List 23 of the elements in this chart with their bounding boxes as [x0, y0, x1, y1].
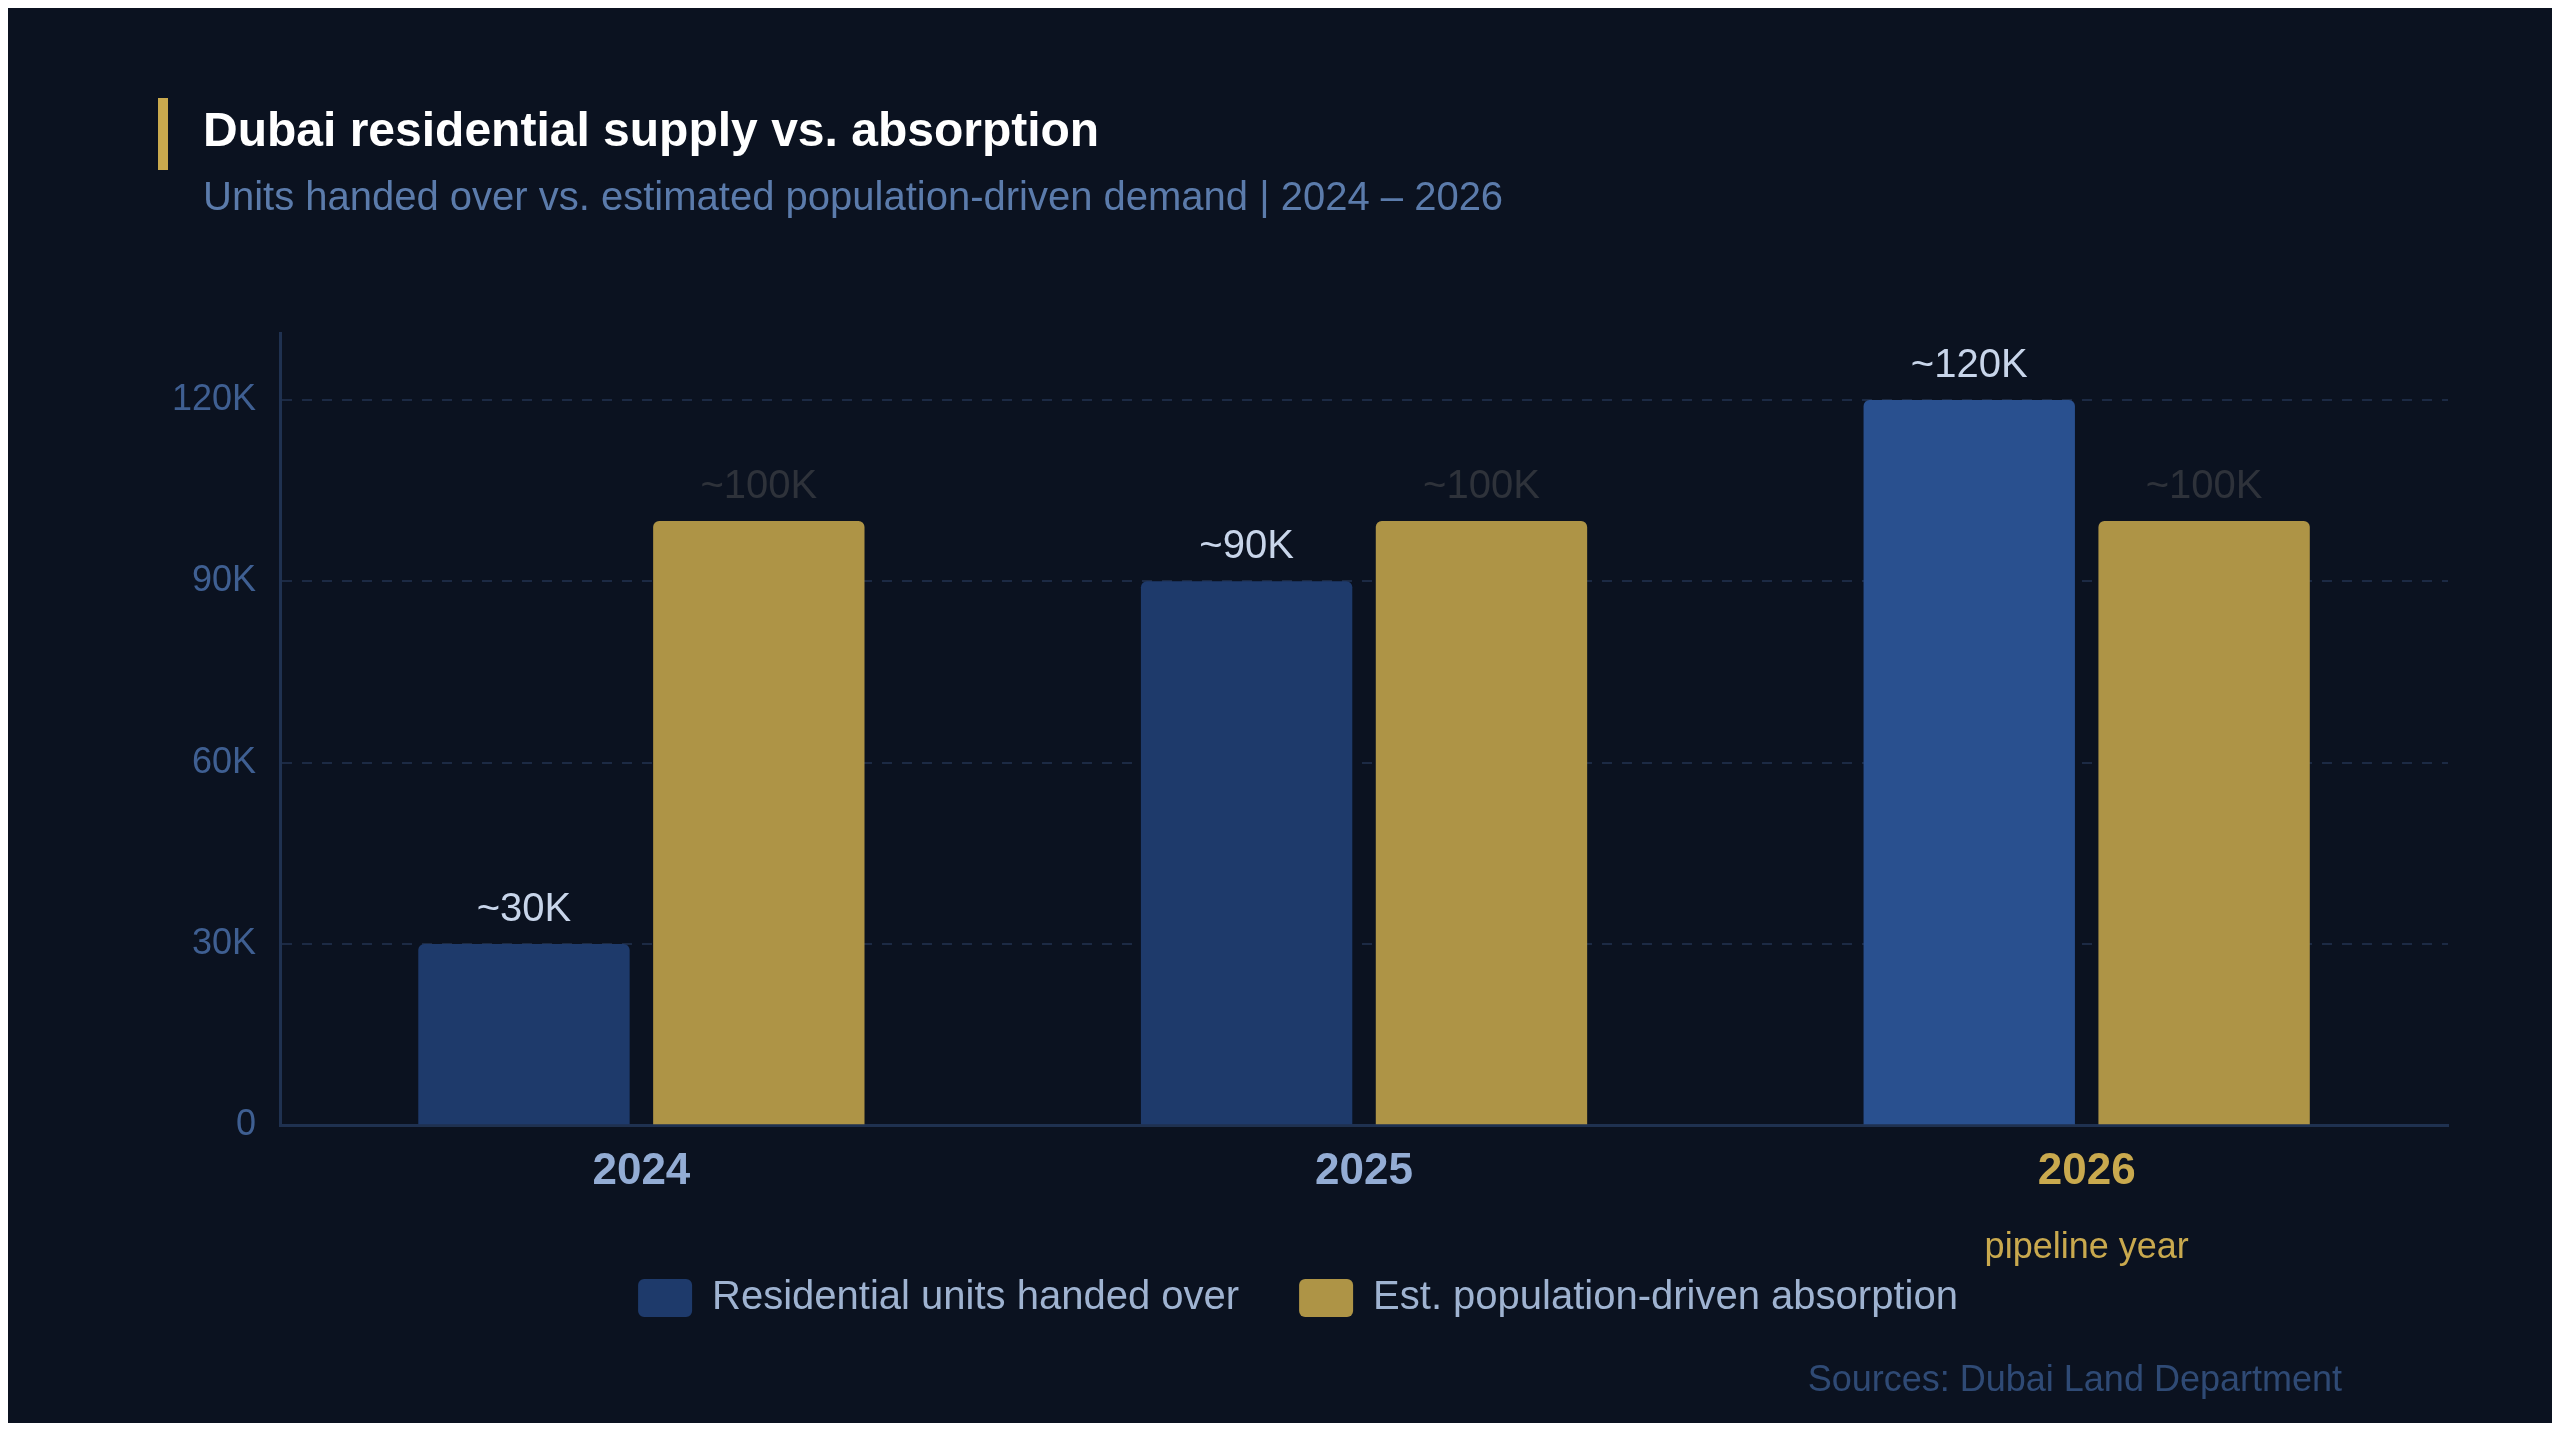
data-label: ~90K: [1199, 522, 1295, 567]
x-tick-label: 2025: [1315, 1143, 1413, 1193]
data-label: ~120K: [1910, 341, 2028, 386]
chart-subtitle: Units handed over vs. estimated population-driven demand | 2024 – 2026: [203, 174, 1504, 219]
y-tick-label: 120K: [172, 376, 257, 418]
legend-label: Residential units handed over: [712, 1273, 1240, 1318]
legend-label: Est. population-driven absorption: [1373, 1273, 1958, 1318]
source-note: Sources: Dubai Land Department: [1807, 1358, 2342, 1400]
x-tick-label: 2026: [2037, 1143, 2136, 1193]
bar: [418, 943, 630, 1125]
y-tick-label: 60K: [192, 739, 257, 781]
text: pipeline year: [1984, 1224, 2189, 1266]
bar: [1375, 520, 1588, 1125]
bar: [1863, 400, 2075, 1125]
y-tick-label: 30K: [192, 920, 257, 962]
x-tick-label: 2024: [592, 1143, 691, 1193]
bar: [1140, 581, 1353, 1125]
data-label: ~30K: [476, 884, 572, 929]
bar: [653, 520, 865, 1125]
chart-title: Dubai residential supply vs. absorption: [203, 102, 1100, 157]
y-tick-label: 90K: [192, 558, 257, 600]
y-tick-label: 0: [236, 1102, 257, 1144]
bar: [2098, 520, 2310, 1125]
